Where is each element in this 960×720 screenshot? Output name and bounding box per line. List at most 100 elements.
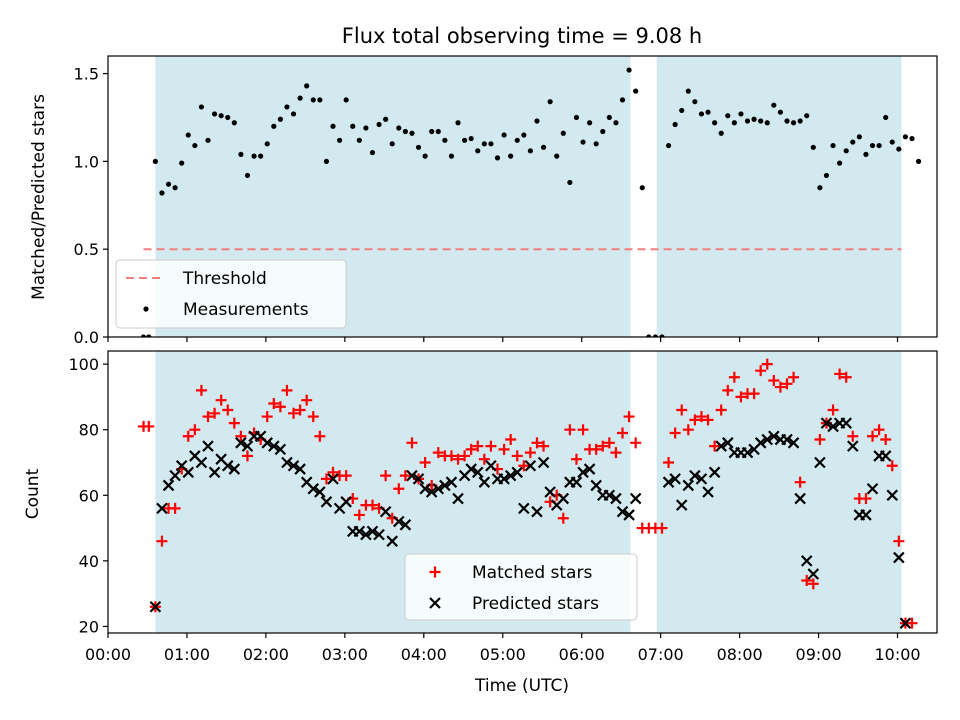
data-point xyxy=(702,486,714,498)
data-point xyxy=(573,114,580,121)
data-point xyxy=(419,456,431,468)
data-point xyxy=(850,139,856,145)
data-point xyxy=(406,437,418,449)
y-tick-label: 1.5 xyxy=(74,65,99,84)
data-point xyxy=(794,492,806,505)
data-point xyxy=(672,121,678,128)
data-point xyxy=(790,120,797,126)
data-point xyxy=(238,151,244,157)
data-point xyxy=(715,440,727,452)
data-point xyxy=(725,113,731,119)
data-point xyxy=(712,120,718,126)
data-point xyxy=(538,440,550,452)
data-point xyxy=(830,142,836,149)
count-panel: Count Time (UTC) 20 40 60 80 100 00:00 01:00 02… xyxy=(23,350,938,696)
observing-window-2 xyxy=(656,56,902,337)
data-point xyxy=(518,460,530,472)
legend-plus-swatch xyxy=(429,566,441,578)
data-point xyxy=(465,443,477,455)
data-point xyxy=(577,424,589,436)
data-point xyxy=(610,492,622,505)
data-point xyxy=(501,132,507,138)
data-point xyxy=(867,430,879,442)
data-point xyxy=(222,404,234,416)
data-point xyxy=(827,420,839,433)
data-point xyxy=(613,120,619,126)
observing-window-2 xyxy=(656,351,902,633)
data-point xyxy=(301,394,313,406)
data-point xyxy=(606,114,612,121)
data-point xyxy=(814,456,826,469)
x-tick-label: 01:00 xyxy=(164,645,210,664)
data-point xyxy=(623,411,635,423)
data-point xyxy=(465,463,477,475)
data-point xyxy=(494,155,501,161)
data-point xyxy=(211,111,218,117)
data-point xyxy=(406,469,418,482)
data-point xyxy=(429,128,435,135)
data-point xyxy=(718,130,724,136)
data-point xyxy=(185,132,191,138)
data-point xyxy=(817,185,823,191)
data-point xyxy=(505,434,517,446)
data-point xyxy=(241,450,253,462)
data-point xyxy=(531,505,543,518)
data-point xyxy=(343,97,349,103)
data-point xyxy=(676,404,688,416)
data-point xyxy=(281,384,293,396)
data-point xyxy=(353,525,366,538)
data-point xyxy=(906,617,918,629)
data-point xyxy=(304,83,310,89)
data-point xyxy=(702,414,714,426)
data-point xyxy=(751,116,757,122)
data-point xyxy=(537,456,550,469)
data-point xyxy=(235,437,247,449)
data-point xyxy=(554,153,560,159)
data-point xyxy=(415,144,422,150)
data-point xyxy=(350,123,356,129)
data-point xyxy=(380,470,392,482)
data-point xyxy=(221,459,234,472)
data-point xyxy=(692,99,698,105)
data-point xyxy=(228,417,240,429)
data-point xyxy=(445,450,457,462)
data-point xyxy=(794,476,806,488)
data-point xyxy=(445,476,458,488)
data-point xyxy=(741,446,754,459)
data-point xyxy=(560,130,566,136)
data-point xyxy=(485,459,497,472)
x-tick-label: 07:00 xyxy=(638,645,684,664)
data-point xyxy=(721,437,734,449)
x-tick-label: 10:00 xyxy=(874,645,920,664)
data-point xyxy=(271,123,277,129)
data-point xyxy=(764,120,770,126)
data-point xyxy=(665,142,672,149)
data-point xyxy=(866,482,879,495)
data-point xyxy=(869,142,876,149)
data-point xyxy=(840,371,852,383)
data-point xyxy=(823,172,830,179)
data-point xyxy=(241,440,254,452)
data-point xyxy=(356,137,362,143)
data-point xyxy=(330,123,336,129)
data-point xyxy=(192,142,198,149)
data-point xyxy=(432,447,444,459)
data-point xyxy=(340,496,352,508)
data-point xyxy=(652,334,659,337)
data-point xyxy=(840,417,852,429)
bottom-ylabel: Count xyxy=(23,468,43,519)
data-point xyxy=(735,391,747,403)
data-point xyxy=(412,473,425,485)
data-point xyxy=(698,111,705,117)
data-point xyxy=(140,334,147,337)
data-point xyxy=(810,144,816,150)
data-point xyxy=(669,427,681,439)
data-point xyxy=(685,88,691,94)
x-tick-label: 09:00 xyxy=(796,645,842,664)
data-point xyxy=(731,120,737,126)
data-point xyxy=(317,97,323,103)
data-point xyxy=(804,113,810,119)
y-tick-label: 1.0 xyxy=(74,152,99,171)
data-point xyxy=(610,447,622,459)
data-point xyxy=(360,528,372,541)
